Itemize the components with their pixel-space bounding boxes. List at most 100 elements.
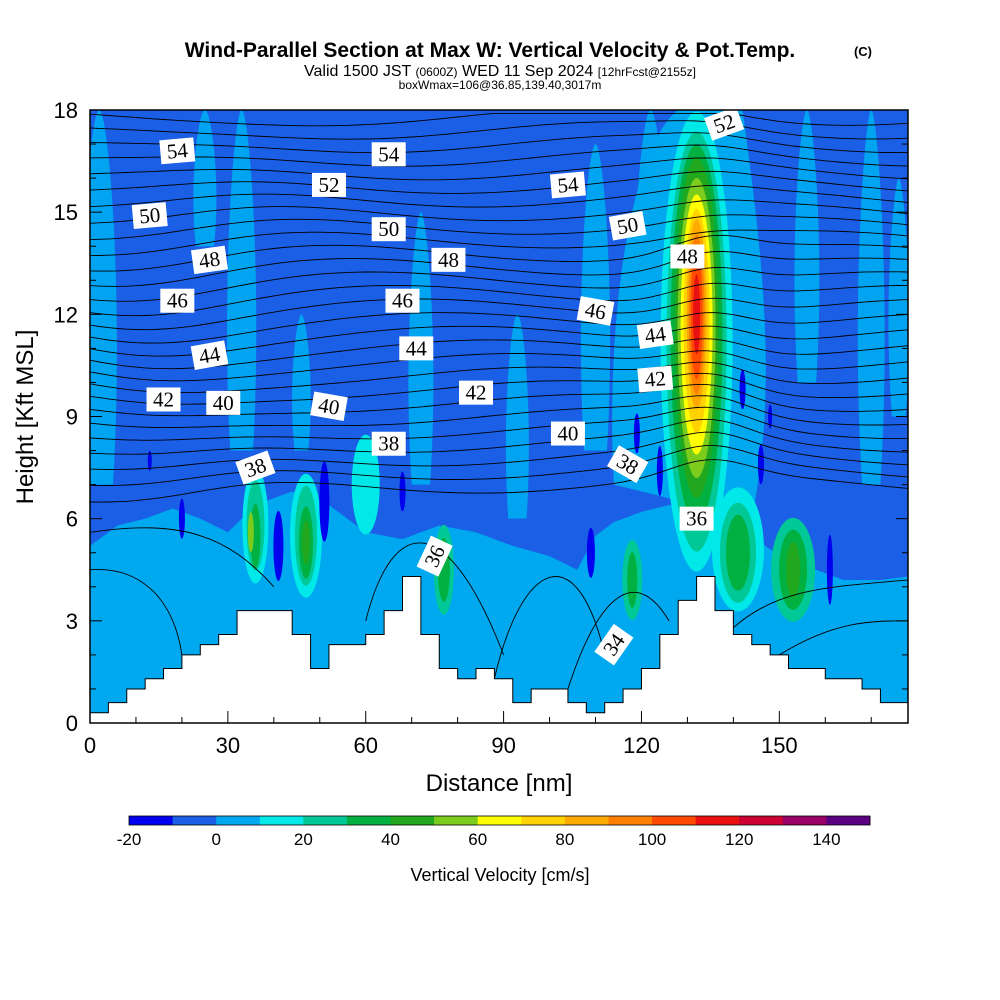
theta-label: 54	[371, 142, 406, 167]
theta-label: 36	[679, 506, 714, 531]
theta-contour	[90, 184, 908, 208]
theta-label-text: 48	[438, 248, 459, 272]
theta-contour	[90, 418, 908, 455]
y-tick-label: 3	[66, 609, 78, 634]
theta-label-text: 38	[378, 432, 399, 456]
updraft-plume	[857, 110, 885, 485]
colorbar: -20 0 20 40 60 80 100 120 140	[117, 815, 871, 849]
theta-label: 50	[131, 202, 168, 230]
theta-label-box	[549, 171, 586, 199]
theta-contour	[90, 144, 908, 167]
theta-contour	[90, 251, 908, 287]
theta-label-box	[594, 623, 634, 666]
colorbar-tick-label: 20	[294, 830, 313, 849]
theta-contour	[90, 170, 908, 194]
theta-label-box	[606, 445, 649, 484]
theta-label-text: 48	[677, 244, 698, 268]
theta-contour	[90, 569, 183, 655]
theta-label-box	[235, 450, 276, 485]
x-tick-label: 120	[623, 733, 660, 758]
theta-label-box	[371, 142, 406, 167]
y-axis-label: Height [Kft MSL]	[12, 330, 39, 505]
colorbar-segment	[434, 816, 479, 825]
theta-label-box	[608, 211, 647, 241]
theta-label: 40	[310, 391, 348, 422]
colorbar-segment	[564, 816, 609, 825]
theta-contour	[90, 132, 908, 154]
theta-label: 44	[190, 340, 229, 370]
theta-label-text: 46	[392, 289, 413, 313]
colorbar-label: Vertical Velocity [cm/s]	[410, 865, 589, 885]
subtitle-fcst: [12hrFcst@2155z]	[598, 65, 696, 79]
chart-subtitle: Valid 1500 JST (0600Z) WED 11 Sep 2024 […	[304, 63, 696, 80]
updraft-cell	[301, 520, 310, 565]
colorbar-segment	[739, 816, 784, 825]
updraft-plume	[888, 178, 908, 417]
theta-contour	[90, 234, 908, 272]
theta-contour	[90, 157, 908, 181]
theta-contour	[90, 338, 908, 370]
main-updraft-core	[693, 274, 701, 355]
theta-contour	[90, 312, 908, 344]
colorbar-tick-label: 140	[812, 830, 840, 849]
theta-label: 40	[550, 421, 585, 446]
subtitle-date: WED 11 Sep 2024	[462, 63, 593, 80]
theta-label-text: 40	[557, 422, 578, 446]
theta-label-text: 44	[197, 341, 222, 368]
downdraft-streak	[319, 461, 330, 542]
theta-label-text: 46	[167, 289, 188, 313]
colorbar-segment	[652, 816, 697, 825]
theta-contour	[779, 620, 908, 656]
updraft-plume	[505, 314, 529, 519]
theta-label: 46	[576, 296, 615, 326]
theta-contour	[90, 282, 908, 317]
colorbar-segment	[521, 816, 566, 825]
colorbar-tick-label: 120	[725, 830, 753, 849]
colorbar-frame	[128, 815, 871, 826]
y-tick-label: 15	[54, 200, 78, 225]
y-tick-label: 0	[66, 711, 78, 736]
theta-label-box	[160, 288, 195, 313]
colorbar-segment	[477, 816, 522, 825]
theta-label-text: 52	[318, 173, 339, 197]
theta-label-box	[636, 320, 674, 350]
theta-label-text: 42	[644, 366, 667, 392]
theta-label-box	[576, 296, 615, 326]
theta-label: 50	[608, 211, 647, 241]
theta-label-box	[670, 244, 705, 269]
theta-contour	[90, 267, 908, 302]
x-tick-label: 30	[216, 733, 240, 758]
x-tick-label: 60	[353, 733, 377, 758]
colorbar-segment	[390, 816, 435, 825]
theta-label: 42	[146, 387, 181, 412]
theta-contour	[90, 229, 908, 257]
x-tick-label: 150	[761, 733, 798, 758]
theta-contour	[90, 527, 275, 588]
theta-label: 54	[549, 171, 586, 199]
theta-label-text: 50	[615, 212, 640, 239]
colorbar-segment	[129, 816, 174, 825]
downdraft-streak	[147, 450, 152, 471]
theta-label-text: 40	[213, 391, 234, 415]
theta-label: 42	[637, 365, 674, 393]
theta-label-text: 46	[583, 297, 608, 324]
theta-label-box	[704, 110, 745, 141]
theta-label: 40	[206, 390, 241, 415]
theta-contour	[90, 350, 908, 382]
downdraft-streak	[768, 404, 773, 429]
theta-label: 48	[670, 244, 705, 269]
theta-label-box	[310, 391, 348, 422]
theta-label-box	[190, 245, 228, 275]
theta-label-text: 44	[643, 321, 668, 348]
downdraft-streak	[273, 510, 284, 581]
theta-label-box	[431, 247, 466, 272]
theta-label: 48	[190, 245, 228, 275]
theta-contour	[365, 542, 505, 656]
theta-label-box	[550, 421, 585, 446]
updraft-plume	[794, 110, 820, 383]
theta-label-text: 44	[406, 336, 428, 360]
updraft-cell	[351, 434, 380, 535]
theta-contour	[493, 576, 606, 679]
